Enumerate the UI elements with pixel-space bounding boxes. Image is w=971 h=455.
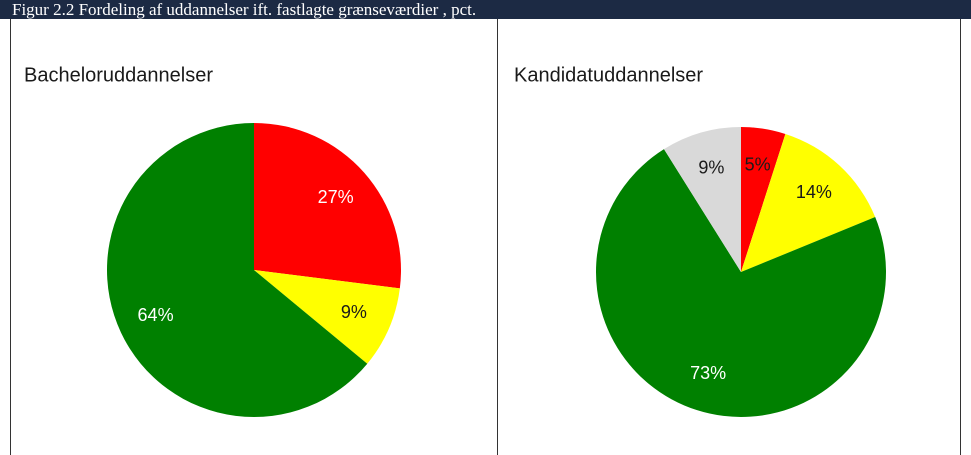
chart-title: Bacheloruddannelser xyxy=(24,64,213,86)
pie-slice xyxy=(663,127,741,272)
chart-title: Kandidatuddannelser xyxy=(514,64,703,86)
pie-slice xyxy=(741,127,786,272)
data-label: 9% xyxy=(698,158,724,178)
pie-slice xyxy=(254,123,401,289)
pie-slice xyxy=(106,122,368,417)
data-label: 5% xyxy=(745,155,771,175)
data-label: 73% xyxy=(690,363,726,383)
data-label: 9% xyxy=(341,302,367,322)
data-label: 64% xyxy=(138,305,174,325)
pie-slice xyxy=(254,270,400,364)
data-label: 14% xyxy=(796,182,832,202)
figure-title: Figur 2.2 Fordeling af uddannelser ift. … xyxy=(0,0,971,19)
pie-slice xyxy=(596,149,886,418)
data-label: 27% xyxy=(318,187,354,207)
pie-slice xyxy=(741,133,876,272)
